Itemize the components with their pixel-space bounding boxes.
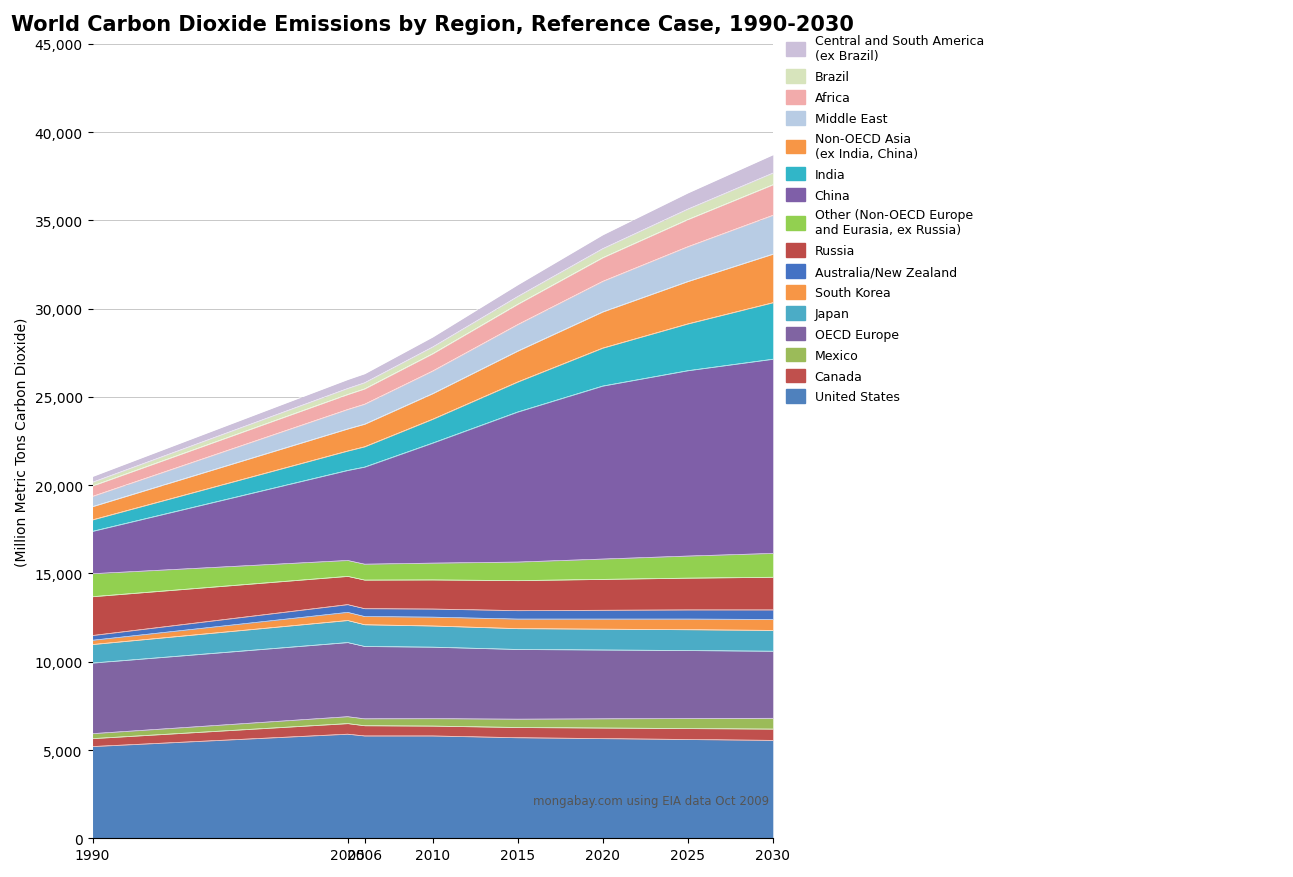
- Legend: Central and South America
(ex Brazil), Brazil, Africa, Middle East, Non-OECD Asi: Central and South America (ex Brazil), B…: [786, 35, 984, 404]
- Text: mongabay.com using EIA data Oct 2009: mongabay.com using EIA data Oct 2009: [533, 794, 769, 807]
- Title: World Carbon Dioxide Emissions by Region, Reference Case, 1990-2030: World Carbon Dioxide Emissions by Region…: [12, 15, 855, 35]
- Y-axis label: (Million Metric Tons Carbon Dioxide): (Million Metric Tons Carbon Dioxide): [16, 317, 28, 567]
